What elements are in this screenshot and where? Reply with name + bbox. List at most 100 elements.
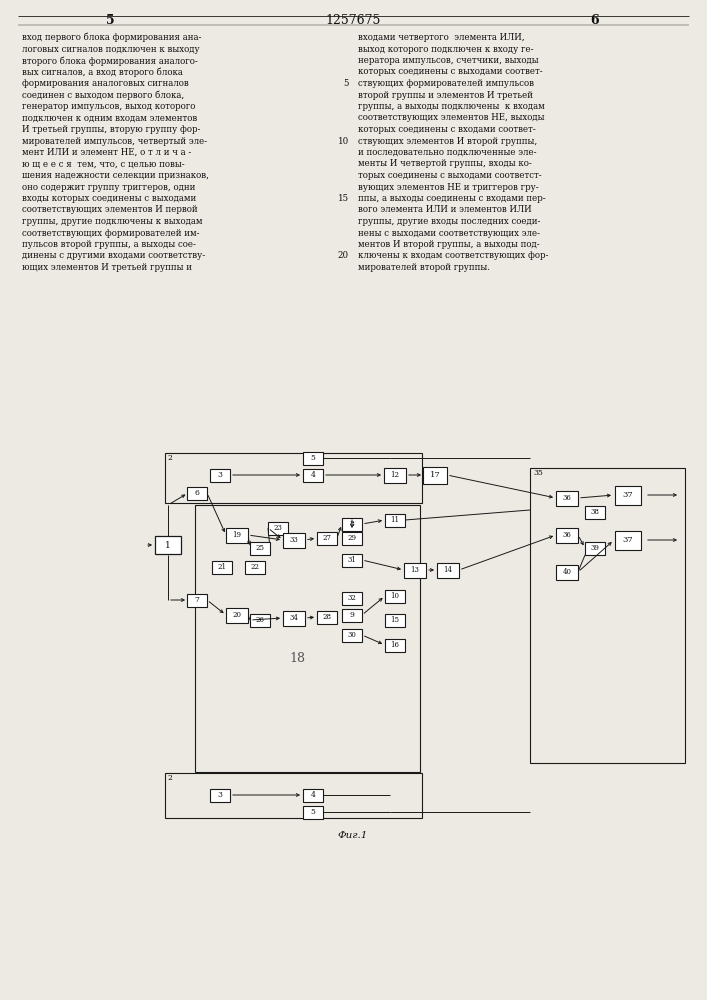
Bar — [155, 536, 181, 554]
Bar — [245, 560, 265, 574]
Text: группы, другие подключены к выходам: группы, другие подключены к выходам — [22, 217, 202, 226]
Text: динены с другими входами соответству-: динены с другими входами соответству- — [22, 251, 205, 260]
Bar — [317, 532, 337, 544]
Bar — [342, 591, 362, 604]
Text: 4: 4 — [310, 471, 315, 479]
Text: 1: 1 — [165, 540, 171, 550]
Text: 38: 38 — [590, 508, 600, 516]
Bar — [585, 506, 605, 518]
Bar — [268, 522, 288, 534]
Bar — [385, 514, 405, 526]
Text: 16: 16 — [390, 641, 399, 649]
Text: нератора импульсов, счетчики, выходы: нератора импульсов, счетчики, выходы — [358, 56, 539, 65]
Text: 14: 14 — [443, 566, 452, 574]
Text: Фиг.1: Фиг.1 — [338, 830, 368, 840]
Text: 15: 15 — [338, 194, 349, 203]
Text: 39: 39 — [590, 544, 600, 552]
Text: ключены к входам соответствующих фор-: ключены к входам соответствующих фор- — [358, 251, 549, 260]
Text: 35: 35 — [533, 469, 543, 477]
Text: ющих элементов И третьей группы и: ющих элементов И третьей группы и — [22, 263, 192, 272]
Text: И третьей группы, вторую группу фор-: И третьей группы, вторую группу фор- — [22, 125, 200, 134]
Text: 36: 36 — [563, 531, 571, 539]
Text: мирователей второй группы.: мирователей второй группы. — [358, 263, 490, 272]
Text: 33: 33 — [290, 536, 298, 544]
Text: 3: 3 — [218, 791, 223, 799]
Bar — [342, 629, 362, 642]
Text: группы, а выходы подключены  к входам: группы, а выходы подключены к входам — [358, 102, 545, 111]
Text: вых сигналов, а вход второго блока: вых сигналов, а вход второго блока — [22, 68, 183, 77]
Text: 15: 15 — [390, 616, 399, 624]
Bar — [437, 562, 459, 578]
Text: которых соединены с входами соответ-: которых соединены с входами соответ- — [358, 125, 536, 134]
Text: 30: 30 — [348, 631, 356, 639]
Bar — [303, 788, 323, 802]
Text: 19: 19 — [233, 531, 242, 539]
Text: 36: 36 — [563, 494, 571, 502]
Bar — [342, 532, 362, 544]
Text: 8: 8 — [349, 520, 354, 528]
Bar — [342, 518, 362, 530]
Bar — [303, 468, 323, 482]
Bar — [212, 560, 232, 574]
Text: 31: 31 — [348, 556, 356, 564]
Bar — [165, 453, 422, 503]
Text: 5: 5 — [344, 79, 349, 88]
Text: 21: 21 — [218, 563, 226, 571]
Bar — [226, 528, 248, 542]
Text: оно содержит группу триггеров, одни: оно содержит группу триггеров, одни — [22, 182, 195, 192]
Bar — [615, 530, 641, 550]
Bar — [423, 466, 447, 484]
Bar — [250, 542, 270, 554]
Text: ствующих элементов И второй группы,: ствующих элементов И второй группы, — [358, 136, 537, 145]
Text: выход которого подключен к входу ге-: выход которого подключен к входу ге- — [358, 44, 534, 53]
Text: второй группы и элементов И третьей: второй группы и элементов И третьей — [358, 91, 533, 100]
Text: 9: 9 — [349, 611, 354, 619]
Text: нены с выходами соответствующих эле-: нены с выходами соответствующих эле- — [358, 229, 540, 237]
Text: 4: 4 — [310, 791, 315, 799]
Text: 25: 25 — [255, 544, 264, 552]
Text: 32: 32 — [348, 594, 356, 602]
Text: мент ИЛИ и элемент НЕ, о т л и ч а -: мент ИЛИ и элемент НЕ, о т л и ч а - — [22, 148, 192, 157]
Text: 34: 34 — [290, 614, 298, 622]
Bar — [585, 542, 605, 554]
Text: 5: 5 — [310, 454, 315, 462]
Bar — [615, 486, 641, 504]
Text: менты И четвертой группы, входы ко-: менты И четвертой группы, входы ко- — [358, 159, 532, 168]
Text: соответствующих элементов НЕ, выходы: соответствующих элементов НЕ, выходы — [358, 113, 544, 122]
Text: соответствующих формирователей им-: соответствующих формирователей им- — [22, 229, 199, 237]
Text: шения надежности селекции признаков,: шения надежности селекции признаков, — [22, 171, 209, 180]
Text: входы которых соединены с выходами: входы которых соединены с выходами — [22, 194, 197, 203]
Text: 18: 18 — [289, 652, 305, 665]
Text: 12: 12 — [390, 471, 399, 479]
Text: мирователей импульсов, четвертый эле-: мирователей импульсов, четвертый эле- — [22, 136, 207, 145]
Bar — [283, 532, 305, 548]
Text: 7: 7 — [194, 596, 199, 604]
Text: группы, другие входы последних соеди-: группы, другие входы последних соеди- — [358, 217, 540, 226]
Text: 5: 5 — [310, 808, 315, 816]
Text: ппы, а выходы соединены с входами пер-: ппы, а выходы соединены с входами пер- — [358, 194, 546, 203]
Text: 28: 28 — [322, 613, 332, 621]
Bar — [303, 452, 323, 464]
Text: ментов И второй группы, а выходы под-: ментов И второй группы, а выходы под- — [358, 240, 539, 249]
Bar — [556, 490, 578, 506]
Bar — [342, 554, 362, 566]
Text: 6: 6 — [590, 14, 600, 27]
Text: 17: 17 — [430, 471, 440, 479]
Text: 5: 5 — [105, 14, 115, 27]
Bar — [303, 806, 323, 818]
Text: и последовательно подключенные эле-: и последовательно подключенные эле- — [358, 148, 537, 157]
Bar — [385, 589, 405, 602]
Text: ствующих формирователей импульсов: ствующих формирователей импульсов — [358, 79, 534, 88]
Text: 22: 22 — [250, 563, 259, 571]
Text: вход первого блока формирования ана-: вход первого блока формирования ана- — [22, 33, 201, 42]
Bar — [210, 788, 230, 802]
Text: второго блока формирования аналого-: второго блока формирования аналого- — [22, 56, 198, 66]
Bar — [187, 593, 207, 606]
Text: вующих элементов НЕ и триггеров гру-: вующих элементов НЕ и триггеров гру- — [358, 182, 539, 192]
Text: 20: 20 — [233, 611, 242, 619]
Text: ю щ е е с я  тем, что, с целью повы-: ю щ е е с я тем, что, с целью повы- — [22, 159, 185, 168]
Text: 13: 13 — [411, 566, 419, 574]
Text: которых соединены с выходами соответ-: которых соединены с выходами соответ- — [358, 68, 543, 77]
Text: 29: 29 — [348, 534, 356, 542]
Bar — [404, 562, 426, 578]
